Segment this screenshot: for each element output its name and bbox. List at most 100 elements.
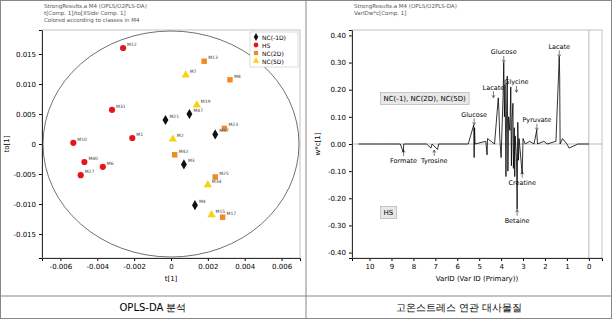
x-tick: 6: [456, 258, 461, 271]
y-tick-label: -0.010: [13, 201, 36, 209]
annotation-arrowhead: [402, 150, 405, 153]
annotation-arrowhead: [558, 55, 561, 58]
x-axis-title: VarID (Var ID (Primary)): [436, 275, 519, 283]
annotation: Tyrosine: [420, 157, 448, 165]
point-label: M10: [77, 137, 87, 142]
table-divider: [0, 296, 612, 297]
annotation-arrowhead: [502, 60, 505, 63]
annotation: Lacate: [483, 84, 505, 92]
annotation-arrowhead: [535, 128, 538, 131]
x-tick-mark: [282, 258, 283, 261]
x-tick: -0.004: [86, 258, 109, 271]
x-tick: 4: [499, 258, 504, 271]
x-tick-mark: [567, 258, 568, 261]
annotation: Betaine: [505, 217, 530, 225]
annotation-arrow: [474, 118, 475, 125]
point-label: M15: [216, 209, 226, 214]
y-tick: 0.00: [330, 141, 352, 149]
marks: [70, 45, 232, 220]
y-tick-mark: [349, 117, 352, 118]
y-tick: 0.010: [16, 81, 42, 89]
x-tick: -0.002: [123, 258, 146, 271]
point-label: M25: [219, 171, 229, 176]
annotation-arrow: [517, 210, 518, 216]
y-tick-mark: [39, 144, 42, 145]
point: [172, 152, 177, 157]
y-tick-label: -0.005: [13, 171, 36, 179]
annotation-arrow: [522, 172, 523, 178]
y-tick-label: 0.30: [330, 59, 346, 67]
x-tick-mark: [370, 258, 371, 261]
x-tick-mark: [435, 258, 436, 261]
group-label-box: [381, 207, 397, 219]
point-label: M47: [193, 108, 203, 113]
x-tick-label: 8: [412, 263, 416, 271]
point-label: M42: [179, 149, 189, 154]
point: [169, 134, 177, 141]
x-tick-label: 0.004: [235, 263, 256, 271]
y-tick: -0.015: [13, 231, 42, 239]
point: [193, 100, 201, 107]
y-tick-mark: [39, 234, 42, 235]
y-tick-mark: [349, 144, 352, 145]
annotation: Creatine: [508, 179, 536, 187]
annotation: Pyruvate: [522, 116, 551, 124]
x-tick-label: 2: [543, 263, 547, 271]
x-tick-mark: [134, 258, 135, 261]
annotation-arrowhead: [515, 90, 518, 93]
y-tick-label: 0.015: [16, 51, 36, 59]
y-tick: 0.40: [330, 32, 352, 40]
legend-label: NC(2D): [262, 50, 284, 57]
annotations: FormateTyrosineGlucoseLacateGlucoseGlyci…: [381, 43, 571, 225]
x-tick: 2: [543, 258, 547, 271]
point-label: M12: [127, 42, 137, 47]
plot-frame: [42, 30, 300, 258]
point-label: M2: [177, 133, 184, 138]
point: [207, 210, 215, 217]
y-tick-mark: [349, 253, 352, 254]
y-tick-mark: [39, 204, 42, 205]
x-tick-label: 7: [434, 263, 438, 271]
point: [120, 45, 126, 51]
y-tick-mark: [349, 225, 352, 226]
point: [212, 129, 218, 139]
subtitle: Colored according to classes in M4: [44, 17, 140, 24]
x-tick-label: -0.004: [86, 263, 109, 271]
point: [163, 115, 169, 125]
x-tick-mark: [457, 258, 458, 261]
x-tick-mark: [523, 258, 524, 261]
y-tick-mark: [39, 174, 42, 175]
x-tick-mark: [589, 258, 590, 261]
y-tick-mark: [349, 171, 352, 172]
marks: [359, 57, 589, 209]
caption: 고온스트레스 연관 대사물질: [396, 302, 522, 313]
x-tick: 0.002: [198, 258, 218, 271]
x-tick-label: 0.002: [198, 263, 218, 271]
x-tick-label: 3: [521, 263, 525, 271]
x-tick: 1: [565, 258, 569, 271]
x-tick: 9: [390, 258, 394, 271]
point-label: M40: [88, 156, 98, 161]
legend-marker: [254, 43, 259, 48]
annotation: Glycine: [504, 78, 528, 86]
y-axis-title: w*c[1]: [314, 132, 322, 155]
x-tick-label: 9: [390, 263, 394, 271]
confidence-ellipse: [43, 31, 299, 257]
annotation-arrow: [434, 150, 435, 156]
y-tick: -0.20: [328, 195, 352, 203]
point: [81, 159, 87, 165]
subtitle: VarIDw*c[Comp. 1]: [354, 10, 406, 17]
annotation-arrowhead: [473, 122, 476, 125]
y-tick: 0.30: [330, 59, 352, 67]
point-label: M13: [208, 55, 218, 60]
legend-label: NC(5D): [262, 58, 284, 65]
panel: 109876543210-0.40-0.30-0.20-0.100.000.10…: [314, 3, 603, 313]
annotation-arrow: [503, 56, 504, 63]
loading-line: [359, 57, 589, 209]
point-label: M23: [228, 122, 238, 127]
annotation-arrow: [493, 91, 494, 98]
y-tick-label: -0.40: [328, 249, 346, 257]
y-tick-mark: [39, 84, 42, 85]
y-axis: -0.015-0.010-0.00500.0050.0100.015: [13, 31, 42, 259]
annotation-arrowhead: [516, 210, 519, 213]
